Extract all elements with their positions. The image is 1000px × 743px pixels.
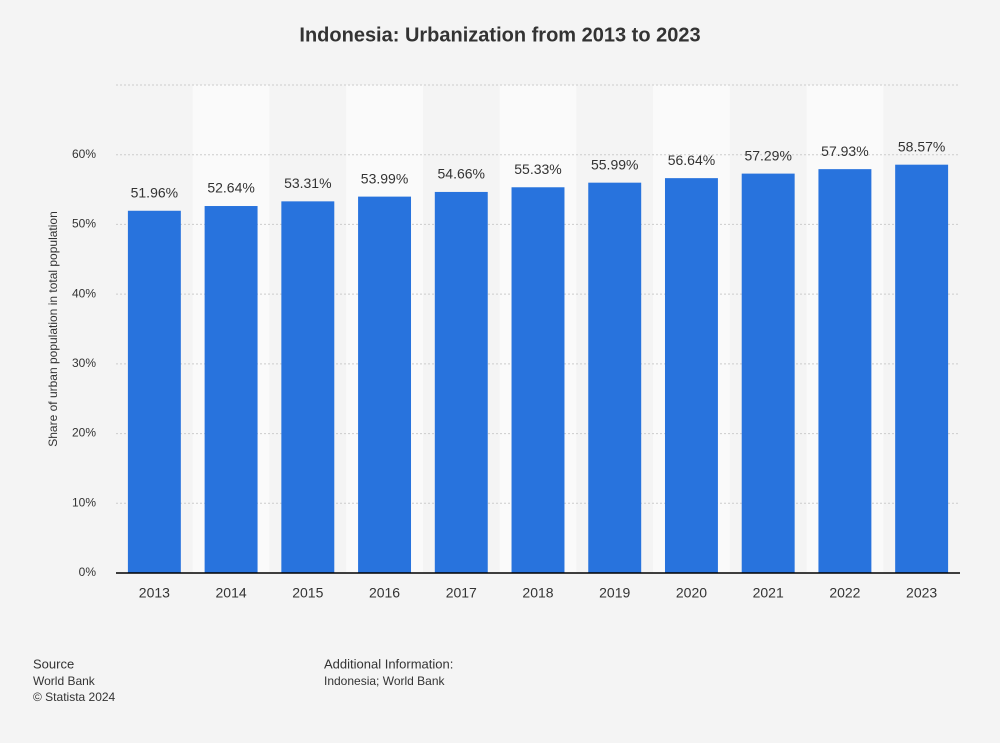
y-tick-label: 20% (72, 426, 96, 440)
y-tick-label: 40% (72, 286, 96, 300)
bar (511, 187, 565, 573)
x-tick-label: 2021 (753, 585, 784, 601)
x-tick-label: 2015 (292, 585, 323, 601)
info-title: Additional Information: (324, 656, 453, 671)
bar (127, 210, 181, 573)
y-tick-label: 10% (72, 495, 96, 509)
data-label: 57.93% (821, 143, 868, 159)
bar (741, 173, 795, 573)
y-tick-label: 0% (79, 565, 97, 579)
bar (281, 201, 335, 573)
bar (588, 182, 642, 573)
x-tick-label: 2013 (139, 585, 170, 601)
y-tick-label: 30% (72, 356, 96, 370)
data-label: 56.64% (668, 152, 715, 168)
source-title: Source (33, 656, 74, 671)
source-line: © Statista 2024 (33, 690, 116, 704)
y-axis-label: Share of urban population in total popul… (46, 211, 60, 447)
x-tick-label: 2014 (216, 585, 247, 601)
bar (664, 178, 718, 573)
data-label: 57.29% (744, 147, 791, 163)
data-label: 53.31% (284, 175, 331, 191)
source-line: World Bank (33, 674, 96, 688)
data-label: 55.99% (591, 156, 638, 172)
y-tick-label: 50% (72, 217, 96, 231)
chart-title: Indonesia: Urbanization from 2013 to 202… (299, 24, 700, 46)
x-tick-label: 2022 (829, 585, 860, 601)
bar (358, 196, 412, 574)
data-label: 52.64% (207, 180, 254, 196)
data-label: 55.33% (514, 161, 561, 177)
x-tick-label: 2018 (522, 585, 553, 601)
bar (434, 191, 488, 573)
x-tick-label: 2019 (599, 585, 630, 601)
bar (818, 169, 872, 573)
x-tick-label: 2023 (906, 585, 937, 601)
bar (204, 206, 258, 574)
data-label: 53.99% (361, 170, 408, 186)
y-tick-label: 60% (72, 147, 96, 161)
x-tick-label: 2017 (446, 585, 477, 601)
info-line: Indonesia; World Bank (324, 674, 446, 688)
data-label: 58.57% (898, 138, 945, 154)
bar (895, 164, 949, 574)
x-tick-label: 2020 (676, 585, 707, 601)
x-tick-label: 2016 (369, 585, 400, 601)
data-label: 54.66% (438, 166, 485, 182)
data-label: 51.96% (131, 184, 178, 200)
